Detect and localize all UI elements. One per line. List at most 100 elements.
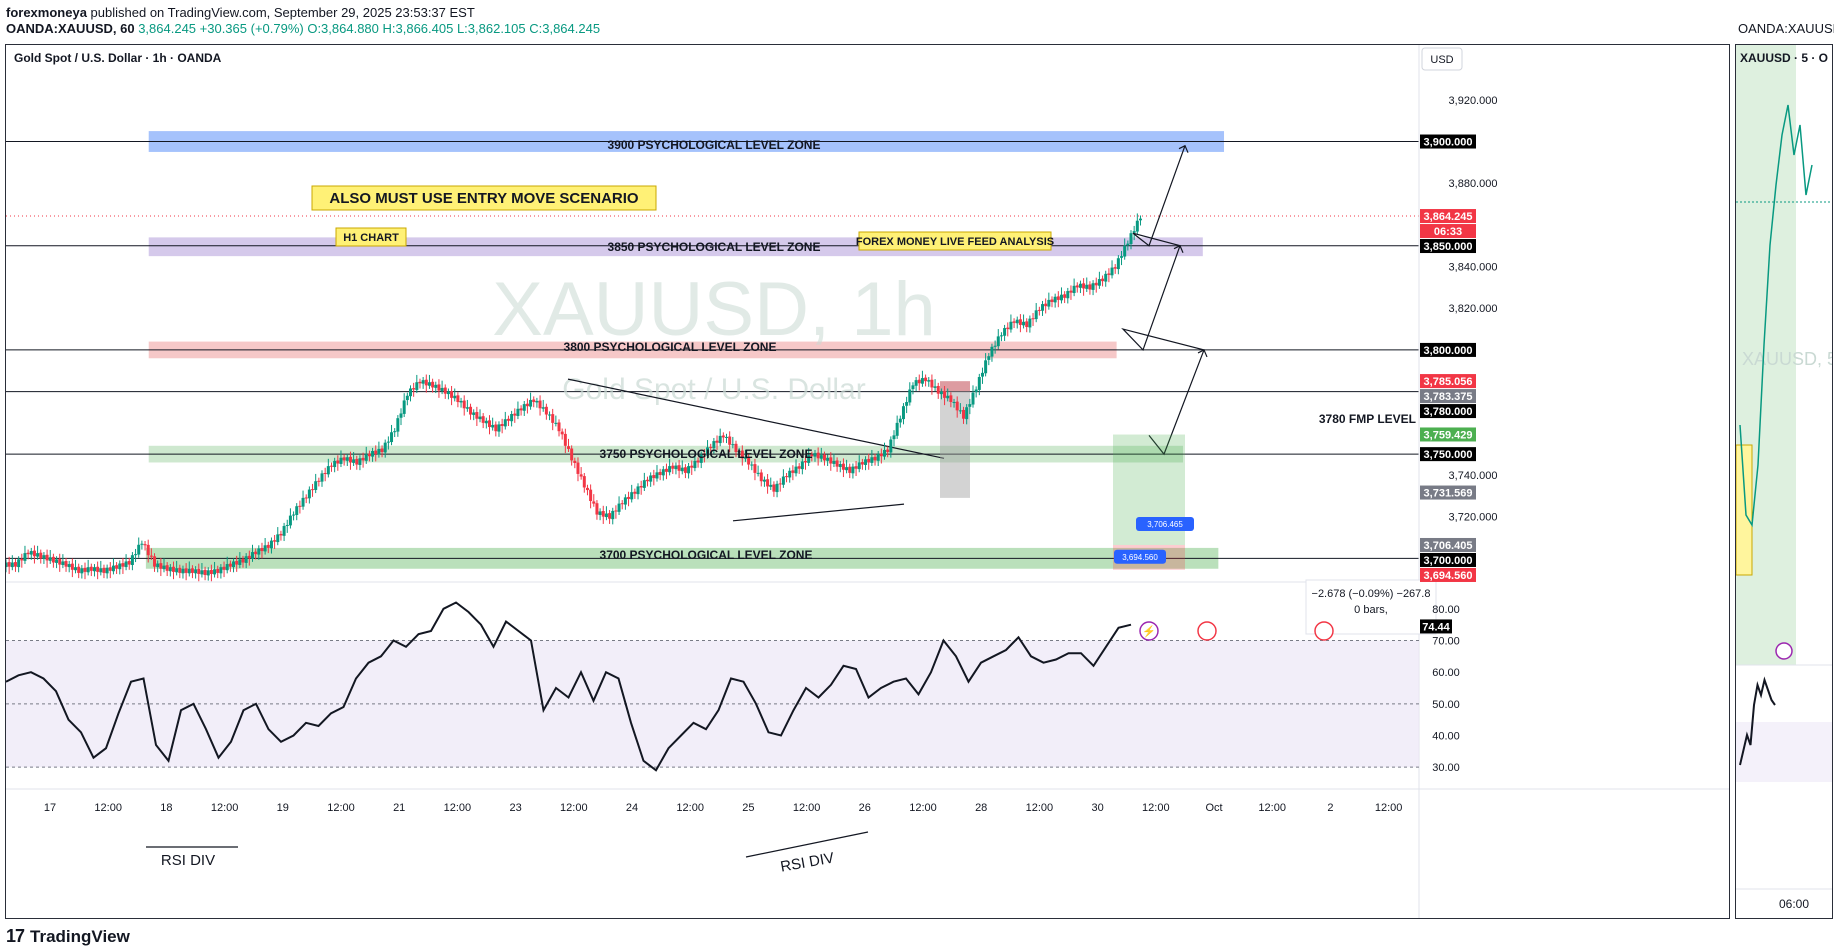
side-rsi-band — [1736, 722, 1832, 782]
candle-body — [851, 466, 855, 474]
candle-body — [636, 486, 640, 495]
candle-body — [968, 404, 972, 407]
h1-note-box[interactable] — [335, 227, 407, 247]
candle-body — [1066, 291, 1070, 299]
candle-body — [235, 561, 239, 565]
side-chart-pane[interactable]: XAUUSD · 5 · O XAUUSD, 5 06:00 — [1735, 44, 1833, 919]
rsi-div-label-2[interactable]: RSI DIV — [779, 849, 835, 875]
candle-body — [598, 511, 602, 515]
x-tick-label: 12:00 — [327, 802, 355, 814]
candle-body — [345, 457, 349, 461]
candle-body — [487, 420, 491, 428]
publisher-line: forexmoneya published on TradingView.com… — [6, 5, 475, 20]
levels-layer — [6, 141, 1419, 559]
candle-body — [187, 568, 191, 574]
zone-3900-label[interactable]: 3900 PSYCHOLOGICAL LEVEL ZONE — [608, 138, 821, 152]
arrow-head-icon — [1173, 244, 1184, 253]
rsi-div-label-1[interactable]: RSI DIV — [161, 852, 215, 869]
feed-note[interactable]: FOREX MONEY LIVE FEED ANALYSIS — [856, 236, 1054, 248]
candle-body — [822, 454, 826, 461]
watermark-name: Gold Spot / U.S. Dollar — [562, 373, 865, 406]
candle-body — [715, 440, 719, 443]
price-label: 3,780.000 — [1424, 406, 1473, 418]
price-label-box — [1420, 342, 1476, 357]
candle-body — [418, 381, 422, 384]
candle-body — [209, 569, 213, 574]
side-price-line-series — [1739, 104, 1813, 528]
price-label-box — [1420, 447, 1476, 462]
feed-note-box[interactable] — [858, 231, 1052, 251]
candle-body — [358, 458, 362, 465]
candle-body — [115, 565, 119, 569]
us-flag-icon-2[interactable] — [1197, 621, 1217, 641]
candle-body — [276, 534, 280, 543]
zone-3750-label[interactable]: 3750 PSYCHOLOGICAL LEVEL ZONE — [600, 447, 813, 461]
candle-body — [1123, 245, 1127, 257]
zone-3700-label[interactable]: 3700 PSYCHOLOGICAL LEVEL ZONE — [600, 548, 813, 562]
candle-body — [377, 448, 381, 455]
price-label: 3,850.000 — [1424, 241, 1473, 253]
candle-body — [1126, 243, 1130, 246]
candle-body — [1132, 231, 1136, 233]
zone-3850-label[interactable]: 3850 PSYCHOLOGICAL LEVEL ZONE — [608, 240, 821, 254]
candle-body — [216, 568, 220, 573]
candle-body — [816, 452, 820, 459]
candle-body — [737, 451, 741, 453]
candle-body — [453, 395, 457, 399]
candle-body — [323, 472, 327, 474]
publisher-name[interactable]: forexmoneya — [6, 5, 87, 20]
candle-body — [1078, 283, 1082, 288]
entry-note[interactable]: ALSO MUST USE ENTRY MOVE SCENARIO — [329, 190, 639, 207]
time-axis: 17 12:00 18 12:00 19 12:00 21 12:00 23 12:00 24 12:… — [44, 802, 1402, 814]
candle-body — [118, 563, 122, 570]
candle-body — [1107, 273, 1111, 275]
h1-note[interactable]: H1 CHART — [343, 232, 399, 244]
candle-body — [857, 462, 861, 470]
price-label-box — [1420, 389, 1476, 404]
candle-body — [709, 446, 713, 448]
candle-body — [494, 424, 498, 432]
tradingview-footer[interactable]: 17 TradingView — [6, 926, 130, 947]
candle-body — [652, 475, 656, 479]
side-chart-canvas[interactable]: XAUUSD · 5 · O XAUUSD, 5 06:00 — [1736, 45, 1832, 918]
candle-body — [658, 471, 662, 475]
entry-note-box[interactable] — [311, 185, 657, 211]
lightning-event-icon[interactable] — [1139, 621, 1159, 641]
x-tick-label: 25 — [742, 802, 754, 814]
rsi-tick-label: 30.00 — [1432, 762, 1460, 774]
candle-body — [677, 465, 681, 471]
candle-body — [1056, 296, 1060, 300]
candle-body — [582, 476, 586, 488]
zone-3800-label[interactable]: 3800 PSYCHOLOGICAL LEVEL ZONE — [564, 340, 777, 354]
side-yellow-zone — [1736, 444, 1753, 576]
candle-body — [292, 514, 296, 516]
candle-body — [121, 563, 125, 567]
us-flag-icon[interactable] — [1314, 621, 1334, 641]
currency-button[interactable] — [1421, 47, 1463, 71]
candle-body — [1085, 284, 1089, 289]
candle-body — [222, 566, 226, 570]
currency-label[interactable]: USD — [1430, 54, 1453, 66]
candle-body — [232, 561, 236, 568]
candle-body — [576, 462, 580, 474]
x-tick-label: 17 — [44, 802, 56, 814]
triangle-lower — [732, 503, 905, 522]
candle-body — [23, 553, 27, 561]
side-event-icon[interactable] — [1775, 642, 1793, 660]
candle-body — [567, 446, 570, 449]
candle-body — [1069, 290, 1073, 293]
fmp-level-label[interactable]: 3780 FMP LEVEL — [1319, 412, 1416, 426]
price-label: 3,750.000 — [1424, 449, 1473, 461]
candle-body — [804, 461, 808, 463]
y-tick-label: 3,880.000 — [1449, 178, 1498, 190]
candle-body — [190, 568, 194, 573]
measure-tooltip: −2.678 (−0.09%) −267.8 0 bars, ⚡ — [1139, 579, 1437, 641]
chart-canvas[interactable]: XAUUSD, 1h Gold Spot / U.S. Dollar Gold … — [6, 45, 1729, 918]
x-tick-label: 12:00 — [94, 802, 122, 814]
main-chart-pane[interactable]: XAUUSD, 1h Gold Spot / U.S. Dollar Gold … — [5, 44, 1730, 919]
candle-body — [197, 568, 201, 574]
candle-body — [171, 566, 175, 572]
candles-layer — [6, 213, 1142, 582]
candle-body — [317, 480, 321, 482]
candle-body — [728, 436, 732, 445]
